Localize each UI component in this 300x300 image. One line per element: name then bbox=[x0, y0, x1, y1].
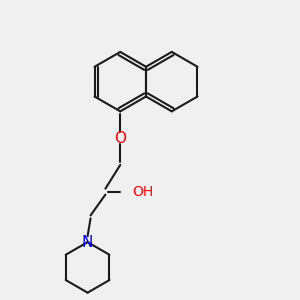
Text: OH: OH bbox=[132, 184, 153, 199]
Text: N: N bbox=[82, 235, 93, 250]
Text: O: O bbox=[114, 130, 126, 146]
